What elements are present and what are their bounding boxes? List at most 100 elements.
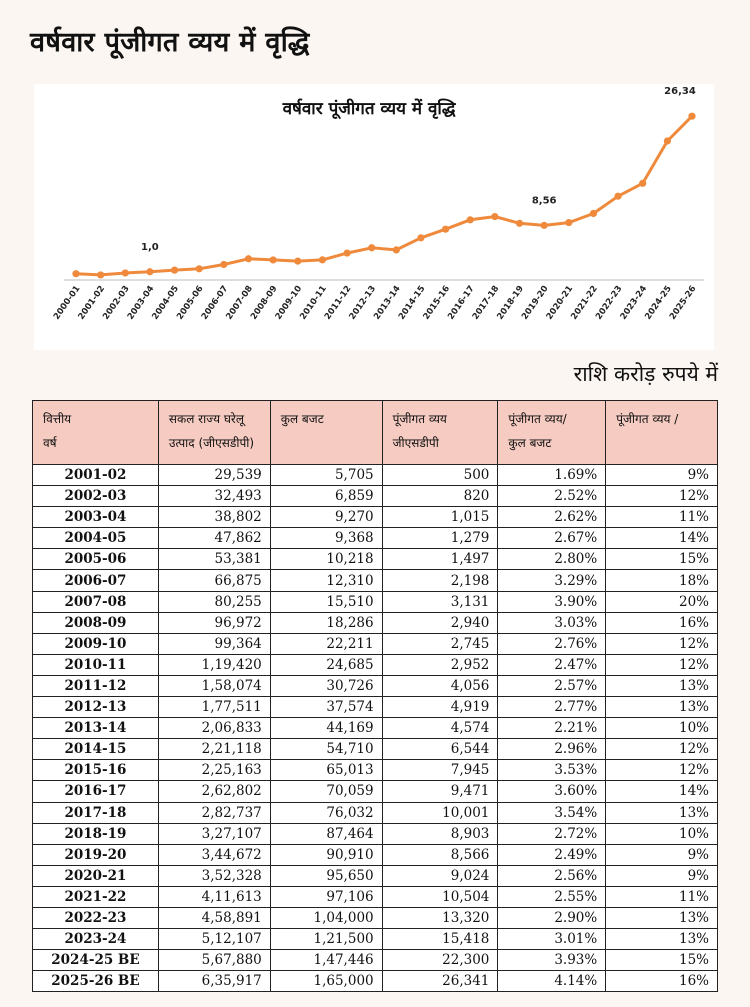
header-capex: पूंजीगत व्यय जीएसडीपी [381, 400, 499, 465]
value-cell: 38,802 [157, 506, 271, 529]
table-row: 2003-04 38,802 9,270 1,015 2.62% 11% [32, 506, 718, 529]
value-cell: 24,685 [269, 653, 383, 676]
value-cell: 4,11,613 [157, 885, 271, 908]
value-cell: 47,862 [157, 527, 271, 550]
data-point [269, 256, 277, 264]
value-cell: 9% [605, 864, 718, 887]
value-cell: 9,270 [269, 506, 383, 529]
value-cell: 2.72% [497, 822, 607, 845]
value-cell: 13,320 [381, 906, 499, 930]
value-cell: 3.90% [497, 590, 607, 613]
data-point [442, 225, 450, 233]
value-cell: 2,82,737 [157, 801, 271, 824]
year-cell: 2014-15 [32, 738, 159, 761]
value-cell: 3.01% [497, 928, 607, 951]
year-cell: 2011-12 [32, 674, 159, 698]
value-cell: 12% [605, 632, 718, 655]
year-cell: 2025-26 BE [32, 970, 159, 993]
data-point [466, 216, 474, 224]
year-cell: 2017-18 [32, 801, 159, 824]
value-cell: 18,286 [269, 611, 383, 634]
value-cell: 90,910 [269, 843, 383, 866]
value-cell: 1,77,511 [157, 696, 271, 719]
value-cell: 1.69% [497, 463, 607, 487]
header-capex-budget-ratio: पूंजीगत व्यय / [605, 400, 718, 465]
year-cell: 2019-20 [32, 843, 159, 866]
value-cell: 2,745 [381, 632, 499, 655]
value-cell: 15,510 [269, 590, 383, 613]
data-point [97, 271, 105, 279]
data-point [72, 270, 80, 278]
value-cell: 4,919 [381, 696, 499, 719]
data-point [639, 179, 647, 187]
capex-line-chart: वर्षवार पूंजीगत व्यय में वृद्धि 2000-01 2… [34, 84, 714, 350]
chart-title: वर्षवार पूंजीगत व्यय में वृद्धि [282, 98, 457, 120]
value-cell: 14% [605, 780, 718, 803]
value-cell: 3.29% [497, 569, 607, 592]
data-point [589, 209, 598, 218]
value-cell: 3.03% [497, 611, 607, 634]
table-row: 2009-10 99,364 22,211 2,745 2.76% 12% [32, 632, 718, 655]
value-cell: 11% [605, 506, 718, 529]
value-cell: 10% [605, 822, 718, 845]
data-label: 8,56 [532, 195, 557, 206]
data-point [318, 256, 326, 264]
table-row: 2011-12 1,58,074 30,726 4,056 2.57% 13% [32, 674, 718, 698]
table-row: 2010-11 1,19,420 24,685 2,952 2.47% 12% [32, 653, 718, 676]
page-title: वर्षवार पूंजीगत व्यय में वृद्धि [30, 27, 310, 58]
value-cell: 1,19,420 [157, 653, 271, 676]
value-cell: 2,198 [381, 569, 499, 592]
data-label: 1,0 [141, 242, 159, 253]
year-cell: 2020-21 [32, 864, 159, 887]
year-cell: 2007-08 [32, 590, 159, 613]
value-cell: 2.80% [497, 548, 607, 571]
value-cell: 2.77% [497, 696, 607, 719]
value-cell: 13% [605, 928, 718, 951]
value-cell: 6,544 [381, 738, 499, 761]
value-cell: 3.54% [497, 801, 607, 824]
year-cell: 2009-10 [32, 632, 159, 655]
value-cell: 2,06,833 [157, 717, 271, 740]
value-cell: 22,211 [269, 632, 383, 655]
value-cell: 2,62,802 [157, 780, 271, 803]
value-cell: 2,21,118 [157, 738, 271, 761]
value-cell: 70,059 [269, 780, 383, 803]
value-cell: 9% [605, 463, 718, 487]
value-cell: 4.14% [497, 970, 607, 993]
value-cell: 30,726 [269, 674, 383, 698]
value-cell: 96,972 [157, 611, 271, 634]
value-cell: 99,364 [157, 632, 271, 655]
value-cell: 2.56% [497, 864, 607, 887]
table-row: 2015-16 2,25,163 65,013 7,945 3.53% 12% [32, 759, 718, 782]
value-cell: 3,131 [381, 590, 499, 613]
value-cell: 54,710 [269, 738, 383, 761]
value-cell: 4,58,891 [157, 906, 271, 930]
value-cell: 15,418 [381, 928, 499, 951]
value-cell: 18% [605, 569, 718, 592]
value-cell: 32,493 [157, 485, 271, 508]
value-cell: 16% [605, 611, 718, 634]
value-cell: 29,539 [157, 463, 271, 487]
value-cell: 12% [605, 759, 718, 782]
value-cell: 2,952 [381, 653, 499, 676]
header-total-budget: कुल बजट [269, 400, 383, 465]
table-row: 2012-13 1,77,511 37,574 4,919 2.77% 13% [32, 696, 718, 719]
value-cell: 2.90% [497, 906, 607, 930]
value-cell: 66,875 [157, 569, 271, 592]
data-point [146, 268, 154, 276]
year-cell: 2010-11 [32, 653, 159, 676]
value-cell: 2.21% [497, 717, 607, 740]
data-point [220, 260, 228, 269]
value-cell: 2.62% [497, 506, 607, 529]
value-cell: 8,903 [381, 822, 499, 845]
table-row: 2001-02 29,539 5,705 500 1.69% 9% [32, 463, 718, 487]
value-cell: 1,65,000 [269, 970, 383, 993]
value-cell: 2.52% [497, 485, 607, 508]
year-cell: 2015-16 [32, 759, 159, 782]
table-row: 2014-15 2,21,118 54,710 6,544 2.96% 12% [32, 738, 718, 761]
data-point [565, 218, 573, 227]
value-cell: 80,255 [157, 590, 271, 613]
value-cell: 53,381 [157, 548, 271, 571]
year-cell: 2012-13 [32, 696, 159, 719]
value-cell: 15% [605, 548, 718, 571]
